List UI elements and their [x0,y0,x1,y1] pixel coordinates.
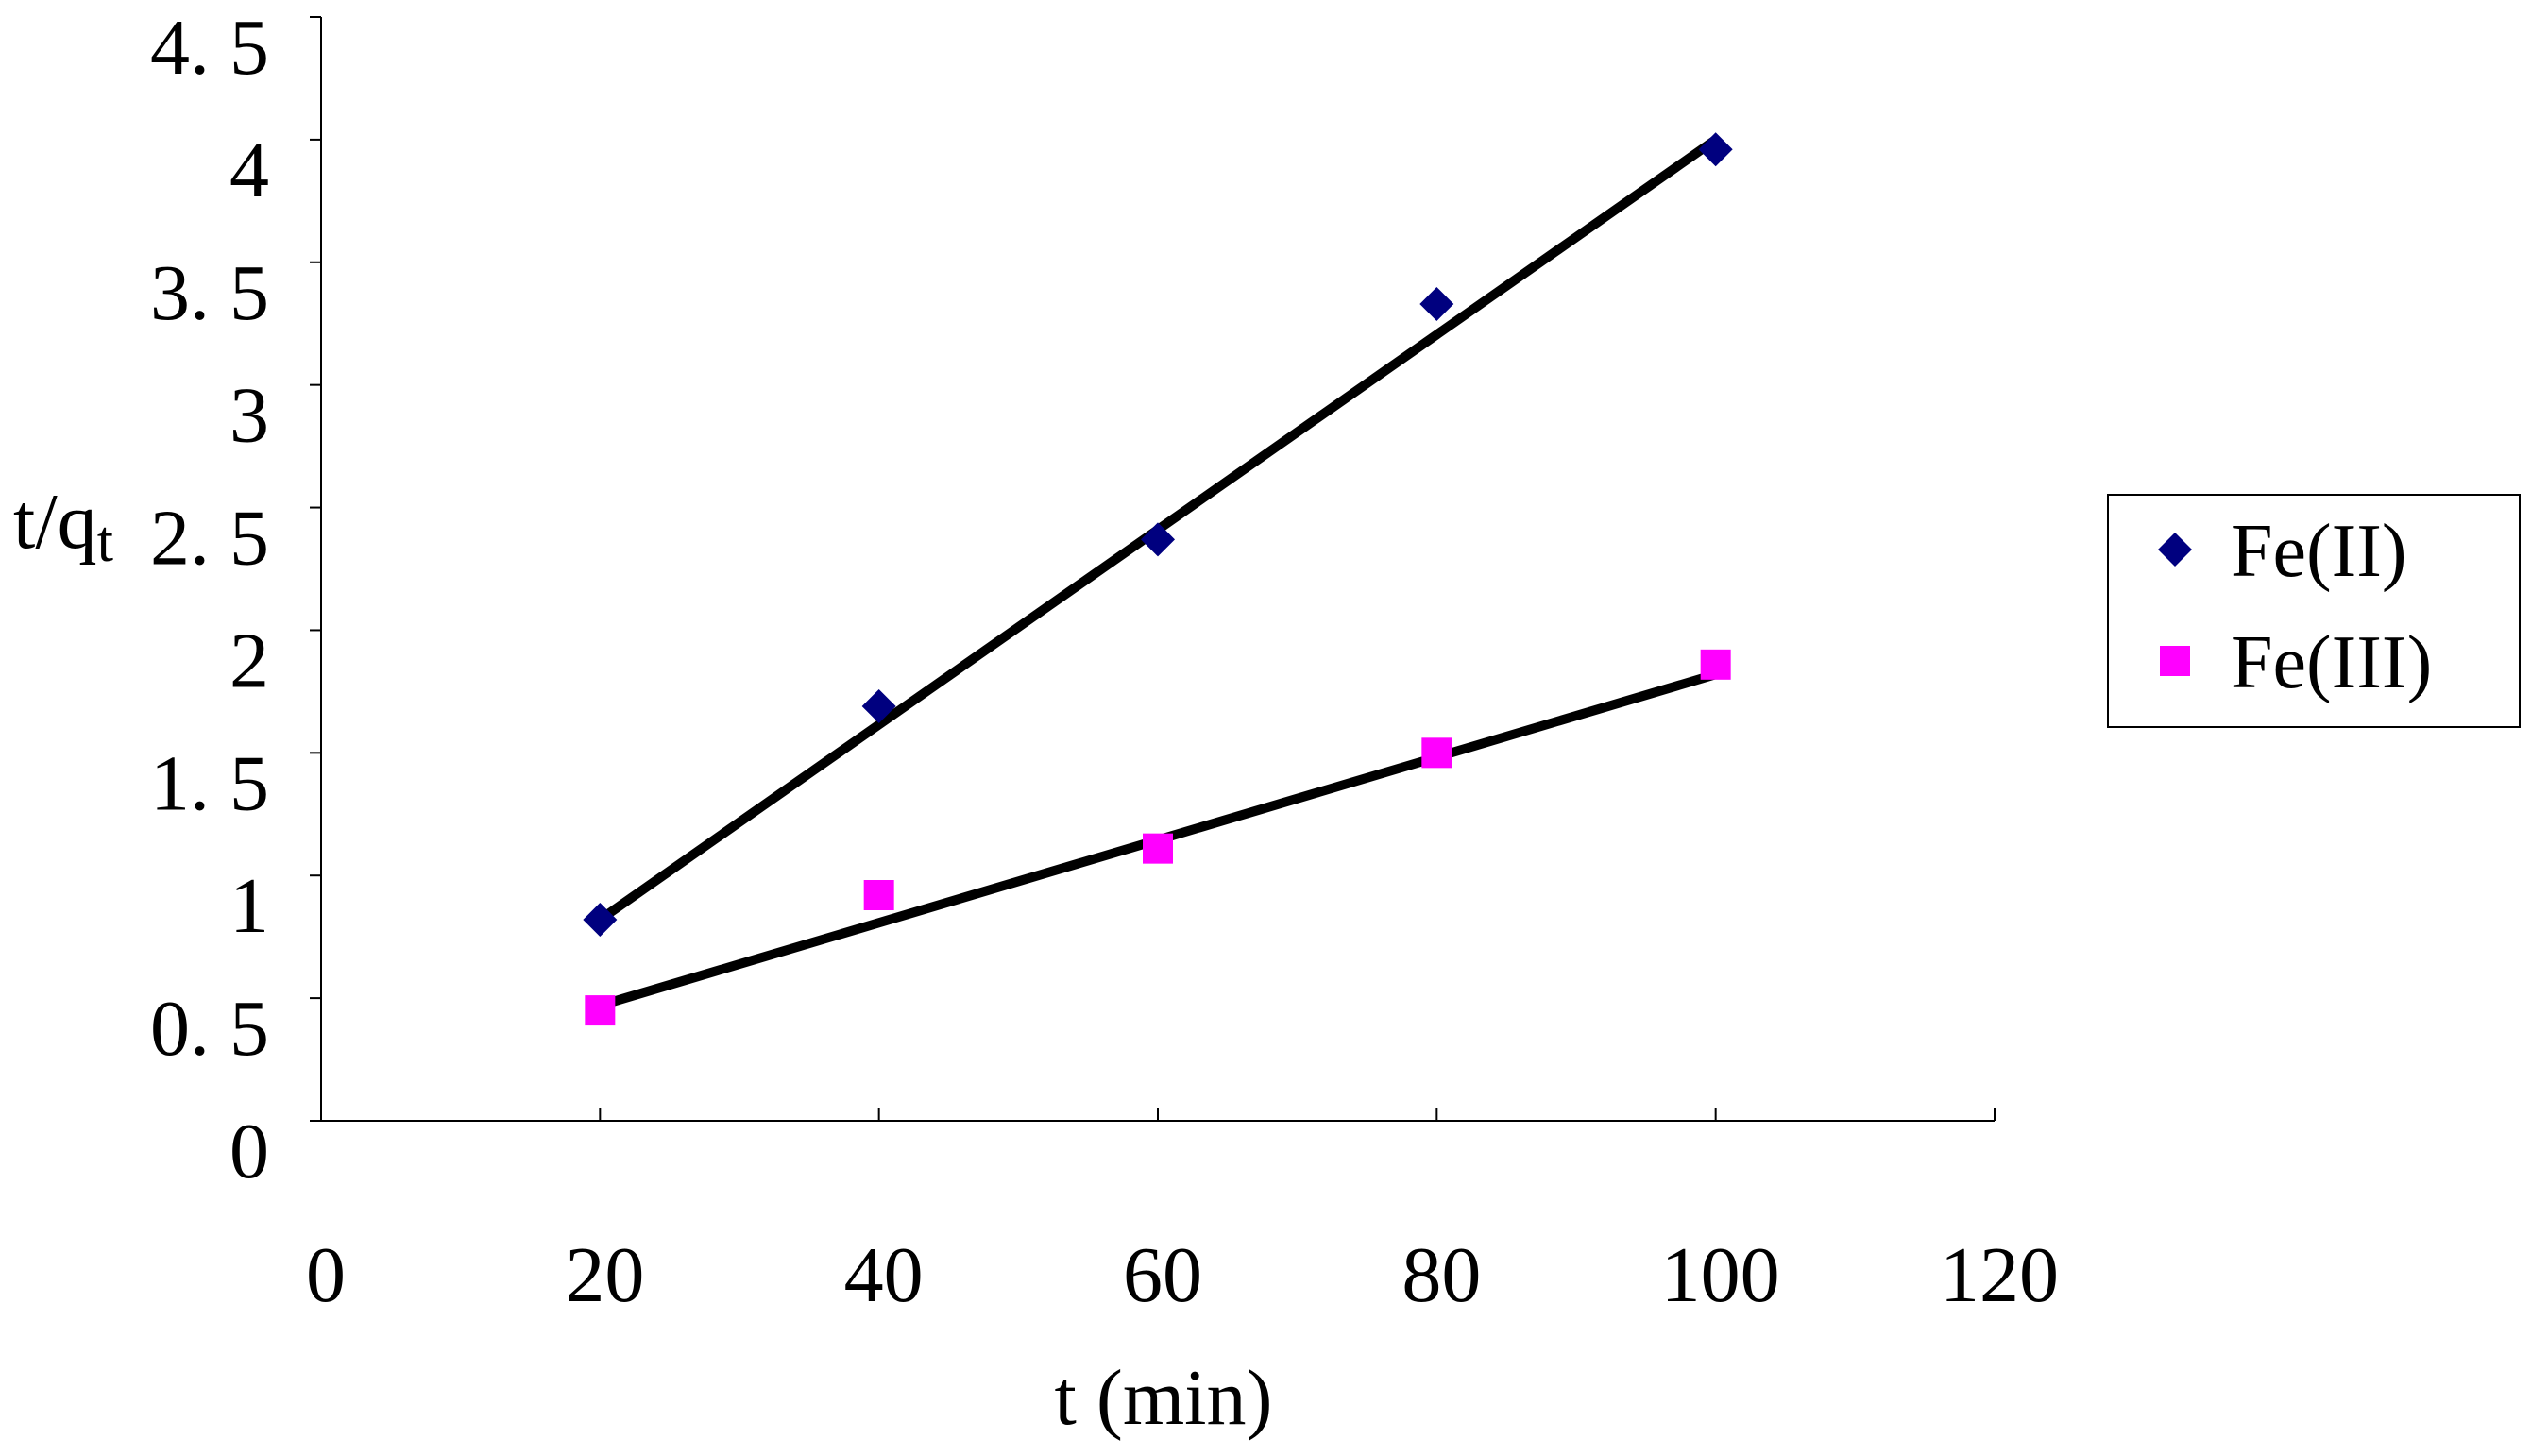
data-point-fe-iii [1143,833,1173,864]
legend: Fe(II) Fe(III) [2107,494,2521,728]
legend-box [2107,494,2521,728]
y-tick-label: 2 [229,617,269,704]
x-axis-title: t (min) [1055,1354,1273,1442]
data-point-fe-ii [861,688,896,723]
x-tick-label: 0 [306,1231,346,1319]
y-tick-label: 0 [229,1108,269,1195]
data-points [583,132,1733,1026]
x-tick-label: 60 [1123,1231,1202,1319]
x-tick-label: 100 [1661,1231,1780,1319]
y-tick-label: 2. 5 [150,495,269,583]
y-ticks: 0 0. 5 1 1. 5 2 2. 5 3 3. 5 4 4. 5 [150,4,321,1195]
y-tick-label: 4 [229,127,269,214]
y-tick-label: 1. 5 [150,739,269,827]
data-point-fe-iii [585,995,616,1026]
legend-label-fe-iii: Fe(III) [2231,621,2432,704]
y-tick-label: 3. 5 [150,249,269,337]
data-point-fe-ii [1419,286,1454,321]
data-point-fe-ii [1698,132,1733,167]
data-point-fe-iii [1421,737,1452,769]
y-tick-label: 4. 5 [150,4,269,92]
x-tick-label: 80 [1401,1231,1481,1319]
trendlines [597,135,1719,1010]
x-ticks: 0 20 40 60 80 100 120 [306,1108,2059,1319]
legend-label-fe-ii: Fe(II) [2231,510,2407,593]
data-point-fe-ii [1141,522,1175,557]
data-point-fe-iii [863,880,894,911]
x-tick-label: 20 [565,1231,644,1319]
y-tick-label: 0. 5 [150,985,269,1073]
legend-marker-fe-ii [2158,533,2192,567]
y-axis-title-subscript: t [97,510,113,574]
x-tick-label: 40 [844,1231,924,1319]
x-tick-label: 120 [1940,1231,2059,1319]
data-point-fe-ii [583,902,618,937]
y-axis-title: t/qt [13,478,113,574]
y-tick-label: 3 [229,372,269,460]
y-tick-label: 1 [229,862,269,950]
legend-marker-fe-iii [2160,646,2190,676]
axes [320,17,1995,1122]
data-point-fe-iii [1700,649,1731,680]
y-axis-title-main: t/q [13,478,97,566]
